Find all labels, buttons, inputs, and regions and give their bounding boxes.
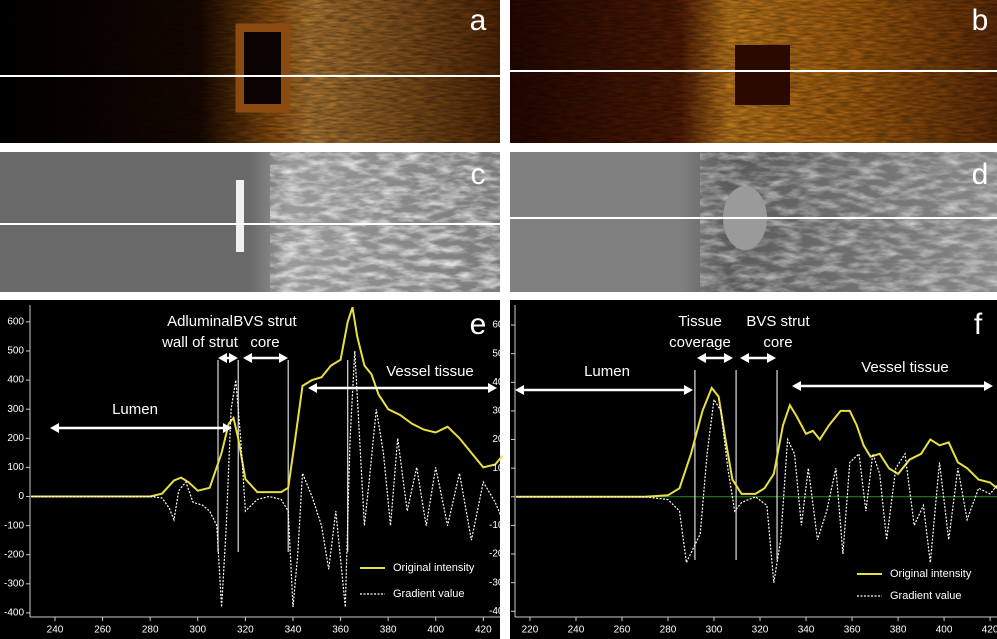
annotation: Vessel tissue <box>861 359 949 376</box>
x-tick-label: 400 <box>936 625 953 636</box>
y-tick-label: -300 <box>4 578 24 589</box>
x-tick-label: 420 <box>475 625 492 636</box>
chart-f-background <box>510 300 997 639</box>
y-tick-label: 300 <box>7 404 24 415</box>
y-tick-label: -200 <box>4 549 24 560</box>
y-tick-label: -200 <box>489 549 509 560</box>
x-tick-label: 320 <box>237 625 254 636</box>
y-tick-label: 500 <box>7 346 24 357</box>
panel-label: c <box>471 158 486 191</box>
annotation: BVS strut <box>233 313 297 330</box>
y-tick-label: -400 <box>4 608 24 619</box>
x-tick-label: 300 <box>706 625 723 636</box>
x-tick-label: 280 <box>660 625 677 636</box>
panel-label: f <box>974 308 983 341</box>
annotation: core <box>250 334 279 351</box>
panel-label: d <box>972 158 989 191</box>
x-tick-label: 300 <box>189 625 206 636</box>
legend-label: Gradient value <box>393 588 465 600</box>
panel-label: a <box>470 4 487 37</box>
y-tick-label: 0 <box>503 491 509 502</box>
x-tick-label: 240 <box>568 625 585 636</box>
y-tick-label: 100 <box>7 462 24 473</box>
y-tick-label: 400 <box>492 377 509 388</box>
annotation: coverage <box>669 334 731 351</box>
panel-b <box>510 0 997 143</box>
legend-label: Original intensity <box>393 562 475 574</box>
annotation: Lumen <box>112 401 158 418</box>
x-tick-label: 240 <box>47 625 64 636</box>
x-tick-label: 360 <box>332 625 349 636</box>
x-tick-label: 260 <box>614 625 631 636</box>
legend-label: Gradient value <box>890 590 962 602</box>
y-tick-label: 300 <box>492 406 509 417</box>
y-tick-label: 400 <box>7 375 24 386</box>
y-tick-label: -100 <box>489 520 509 531</box>
annotation: Adluminal <box>167 313 233 330</box>
panel-d <box>510 152 997 292</box>
y-tick-label: 200 <box>7 433 24 444</box>
x-tick-label: 320 <box>752 625 769 636</box>
y-tick-label: -100 <box>4 520 24 531</box>
panel-c <box>0 152 500 292</box>
x-tick-label: 340 <box>285 625 302 636</box>
y-tick-label: 500 <box>492 348 509 359</box>
y-tick-label: 200 <box>492 434 509 445</box>
annotation: Lumen <box>584 363 630 380</box>
annotation: wall of strut <box>161 334 239 351</box>
annotation: core <box>763 334 792 351</box>
x-tick-label: 280 <box>142 625 159 636</box>
legend-label: Original intensity <box>890 568 972 580</box>
x-tick-label: 420 <box>982 625 997 636</box>
y-tick-label: 600 <box>7 317 24 328</box>
y-tick-label: -300 <box>489 577 509 588</box>
x-tick-label: 340 <box>798 625 815 636</box>
x-tick-label: 360 <box>844 625 861 636</box>
x-tick-label: 220 <box>522 625 539 636</box>
figure: a b c d -400 -300 -200 -100 0 100 200 300 400 500 600 2… <box>0 0 997 639</box>
x-tick-label: 260 <box>94 625 111 636</box>
x-tick-label: 380 <box>890 625 907 636</box>
x-tick-label: 380 <box>380 625 397 636</box>
annotation: BVS strut <box>746 313 810 330</box>
y-tick-label: -400 <box>489 606 509 617</box>
y-tick-label: 0 <box>18 491 24 502</box>
y-tick-label: 600 <box>492 320 509 331</box>
x-tick-label: 400 <box>427 625 444 636</box>
panel-label: b <box>972 4 989 37</box>
panel-label: e <box>470 308 487 341</box>
panel-a <box>0 0 500 143</box>
annotation: Vessel tissue <box>386 363 474 380</box>
y-tick-label: 100 <box>492 463 509 474</box>
annotation: Tissue <box>678 313 722 330</box>
